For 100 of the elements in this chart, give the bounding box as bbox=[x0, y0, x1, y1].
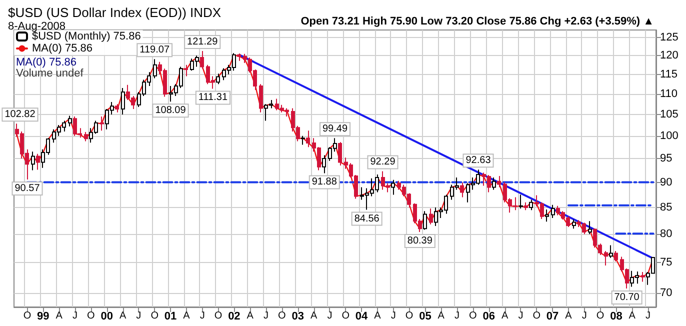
x-tick-label: J bbox=[136, 310, 142, 322]
y-tick-label: 120 bbox=[660, 50, 678, 62]
x-tick-label: 06 bbox=[482, 310, 495, 322]
x-tick-label: J bbox=[390, 310, 396, 322]
y-tick-label: 75 bbox=[660, 256, 672, 269]
candlestick bbox=[614, 250, 618, 262]
x-tick-label: A bbox=[565, 310, 572, 322]
x-tick-label: J bbox=[582, 310, 587, 322]
candlestick bbox=[100, 116, 104, 132]
x-tick-label: A bbox=[501, 310, 508, 322]
x-tick-label: 05 bbox=[419, 310, 432, 322]
annotation: 111.31 bbox=[198, 92, 228, 104]
x-tick-label: J bbox=[646, 310, 651, 322]
candlestick bbox=[184, 64, 188, 77]
candlestick bbox=[259, 84, 263, 113]
x-tick-label: O bbox=[278, 310, 286, 322]
annotation: 92.63 bbox=[466, 155, 492, 166]
candlestick bbox=[524, 202, 528, 211]
x-tick-label: A bbox=[310, 310, 318, 322]
y-tick-label: 105 bbox=[660, 108, 678, 120]
candlestick bbox=[200, 50, 204, 70]
x-tick-label: A bbox=[246, 310, 254, 322]
candlestick bbox=[31, 151, 35, 171]
candlestick bbox=[306, 130, 310, 148]
candlestick bbox=[460, 182, 464, 198]
candlestick bbox=[604, 250, 608, 266]
x-tick-label: 00 bbox=[100, 310, 113, 322]
y-tick-label: 95 bbox=[660, 152, 672, 164]
candlestick bbox=[492, 176, 496, 190]
y-tick-label: 100 bbox=[660, 130, 678, 142]
x-tick-label: A bbox=[374, 310, 382, 322]
text: Open 73.21 High 75.90 Low 73.20 Close 75.86 Chg +2.63 (+3.59%) ▲ bbox=[300, 16, 654, 28]
annotation: 90.57 bbox=[14, 183, 40, 194]
candlestick bbox=[237, 52, 241, 62]
candlestick bbox=[115, 104, 119, 113]
annotation: 121.29 bbox=[187, 36, 218, 48]
x-tick-label: J bbox=[200, 310, 205, 322]
annotation: 70.70 bbox=[614, 292, 640, 304]
candlestick bbox=[322, 154, 326, 174]
x-tick-label: 99 bbox=[37, 310, 50, 322]
annotation: 91.88 bbox=[312, 176, 338, 188]
x-tick-label: O bbox=[214, 310, 222, 322]
candlestick bbox=[68, 115, 72, 127]
candlestick bbox=[519, 194, 523, 210]
candlestick bbox=[545, 209, 549, 222]
candlestick bbox=[423, 210, 427, 230]
candlestick bbox=[551, 204, 555, 218]
x-tick-label: J bbox=[72, 310, 78, 322]
candlestick bbox=[301, 135, 305, 146]
x-tick-label: A bbox=[183, 310, 190, 322]
candlestick bbox=[529, 199, 533, 211]
x-tick-label: O bbox=[596, 310, 604, 322]
annotation: 99.49 bbox=[322, 124, 348, 135]
candlestick bbox=[609, 244, 613, 258]
x-tick-label: O bbox=[405, 310, 414, 322]
x-tick-label: O bbox=[469, 310, 478, 322]
x-tick-label: 04 bbox=[355, 310, 369, 322]
candlestick bbox=[497, 175, 501, 188]
legend-label: $USD (Monthly) 75.86 bbox=[32, 30, 141, 42]
annotation: 102.82 bbox=[4, 109, 36, 120]
candlestick bbox=[121, 87, 125, 115]
y-tick-label: 125 bbox=[660, 32, 678, 44]
x-tick-label: O bbox=[532, 310, 541, 322]
legend-label: MA(0) 75.86 bbox=[32, 42, 93, 54]
candlestick bbox=[588, 220, 592, 235]
annotation: 80.39 bbox=[407, 236, 433, 247]
candlestick bbox=[338, 142, 342, 166]
x-tick-label: J bbox=[454, 310, 460, 322]
x-tick-label: 08 bbox=[610, 310, 622, 322]
annotation: 108.09 bbox=[155, 105, 186, 116]
annotation: 119.07 bbox=[140, 44, 170, 56]
x-tick-label: 03 bbox=[292, 310, 304, 322]
annotation: Volume undef bbox=[16, 68, 84, 80]
y-tick-label: 80 bbox=[660, 228, 672, 240]
x-tick-label: 07 bbox=[546, 310, 559, 322]
x-tick-label: O bbox=[23, 310, 32, 322]
x-tick-label: O bbox=[150, 310, 159, 322]
annotation: 92.29 bbox=[370, 156, 396, 168]
candlestick bbox=[216, 73, 220, 85]
x-tick-label: 02 bbox=[228, 310, 240, 322]
chart-title: $USD (US Dollar Index (EOD)) INDX bbox=[8, 5, 222, 20]
candlestick bbox=[641, 272, 645, 282]
y-tick-label: 90 bbox=[660, 176, 672, 188]
y-tick-label: 85 bbox=[660, 201, 672, 214]
y-tick-label: 70 bbox=[660, 286, 672, 299]
candlestick bbox=[572, 219, 576, 230]
candlestick bbox=[153, 58, 157, 79]
x-tick-label: O bbox=[87, 310, 96, 322]
candlestick bbox=[84, 131, 88, 142]
candlestick bbox=[36, 153, 40, 170]
candlestick bbox=[391, 179, 395, 196]
x-tick-label: A bbox=[438, 310, 445, 322]
x-tick-label: A bbox=[628, 310, 636, 322]
x-tick-label: O bbox=[342, 310, 350, 322]
x-tick-label: A bbox=[119, 310, 126, 322]
chart-subtitle: 8-Aug-2008 bbox=[8, 20, 66, 32]
x-tick-label: 01 bbox=[164, 310, 177, 322]
x-tick-label: J bbox=[327, 310, 332, 322]
annotation: 84.56 bbox=[354, 213, 380, 224]
y-tick-label: 115 bbox=[660, 68, 678, 80]
